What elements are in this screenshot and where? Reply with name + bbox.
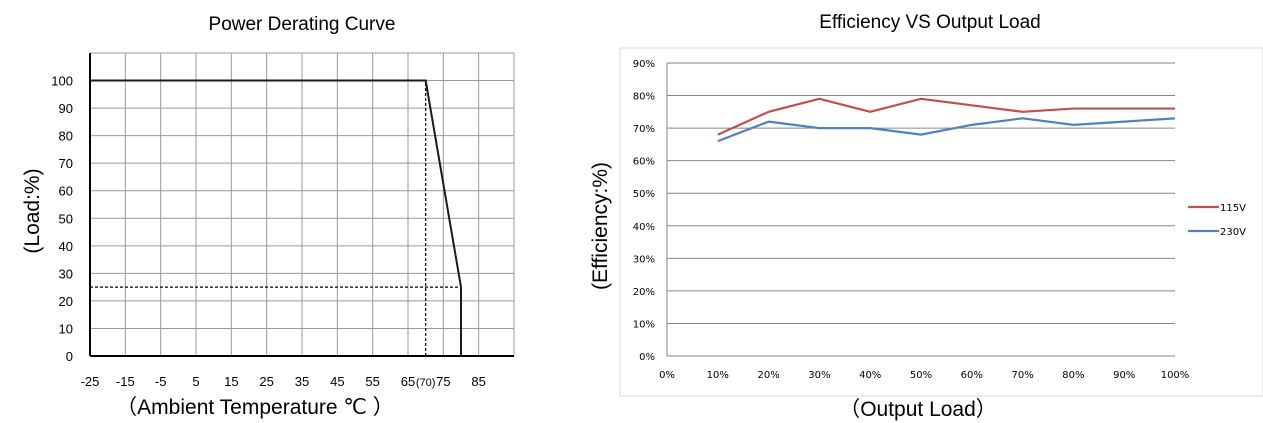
legend-label-115v: 115V: [1220, 203, 1246, 214]
derating-x-tick-label: -15: [116, 374, 135, 389]
derating-chart: Power Derating Curve -25 -15 -5 5 15 25 35 45 55…: [21, 14, 515, 419]
derating-curve: [90, 79, 462, 356]
efficiency-x-tick-label: 0%: [659, 370, 675, 381]
derating-x-tick-label: -5: [155, 374, 167, 389]
efficiency-y-tick-label: 60%: [633, 157, 655, 168]
derating-y-tick-label: 70: [59, 156, 73, 171]
efficiency-y-tick-label: 90%: [633, 59, 655, 70]
derating-x-tick-label: 65: [401, 374, 415, 389]
efficiency-y-tick-label: 50%: [633, 189, 655, 200]
efficiency-series: [717, 97, 1176, 143]
derating-y-tick-label: 100: [51, 74, 73, 89]
efficiency-y-tick-label: 0%: [639, 352, 655, 363]
efficiency-chart: Efficiency VS Output Load 0% 10% 20% 30% 40%…: [589, 12, 1263, 421]
efficiency-x-tick-label: 90%: [1113, 370, 1135, 381]
efficiency-y-tick-label: 70%: [633, 124, 655, 135]
derating-x-tick-label: 45: [330, 374, 344, 389]
efficiency-x-tick-label: 30%: [808, 370, 830, 381]
derating-grid: [89, 52, 515, 356]
efficiency-y-tick-label: 80%: [633, 92, 655, 103]
efficiency-x-tick-label: 100%: [1161, 370, 1190, 381]
derating-y-tick-label: 10: [59, 321, 73, 336]
efficiency-chart-frame: [619, 47, 1263, 397]
efficiency-y-axis-title: (Efficiency:%): [589, 162, 612, 290]
derating-x-tick-label: 75: [436, 374, 450, 389]
efficiency-x-ticks: 0% 10% 20% 30% 40% 50% 60% 70% 80% 90% 100%: [659, 370, 1189, 381]
efficiency-series-line-115v: [717, 97, 1175, 136]
derating-y-ticks: 0 10 20 30 40 50 60 70 80 90 100: [51, 74, 73, 364]
efficiency-x-tick-label: 40%: [859, 370, 881, 381]
derating-axes: [89, 53, 514, 357]
efficiency-legend: 115V 230V: [1188, 203, 1246, 238]
derating-x-tick-label: 25: [259, 374, 273, 389]
efficiency-x-tick-label: 80%: [1062, 370, 1084, 381]
derating-x-tick-label: 15: [224, 374, 238, 389]
derating-x-tick-label: (70): [416, 377, 436, 389]
legend-label-230v: 230V: [1220, 227, 1246, 238]
derating-series: [90, 79, 462, 356]
derating-x-tick-label: 35: [295, 374, 309, 389]
derating-x-ticks: -25 -15 -5 5 15 25 35 45 55 65 (70) 75 85: [81, 374, 486, 389]
efficiency-chart-title: Efficiency VS Output Load: [819, 12, 1040, 33]
derating-y-tick-label: 60: [59, 184, 73, 199]
efficiency-x-axis-title: （Output Load）: [839, 398, 997, 421]
efficiency-y-tick-label: 30%: [633, 254, 655, 265]
derating-y-tick-label: 30: [59, 266, 73, 281]
efficiency-series-line-230v: [717, 117, 1176, 143]
derating-x-tick-label: 85: [471, 374, 485, 389]
derating-x-tick-label: 5: [192, 374, 199, 389]
derating-y-tick-label: 80: [59, 129, 73, 144]
derating-y-tick-label: 40: [59, 239, 73, 254]
efficiency-x-tick-label: 50%: [910, 370, 932, 381]
derating-chart-title: Power Derating Curve: [209, 14, 396, 35]
efficiency-x-tick-label: 20%: [757, 370, 779, 381]
derating-x-tick-label: -25: [81, 374, 100, 389]
efficiency-y-tick-label: 10%: [633, 319, 655, 330]
efficiency-grid: [666, 62, 1175, 357]
derating-reference-lines: [90, 80, 461, 356]
derating-y-tick-label: 20: [59, 294, 73, 309]
derating-y-tick-label: 0: [66, 349, 73, 364]
derating-x-tick-label: 55: [365, 374, 379, 389]
derating-y-axis-title: (Load:%): [21, 168, 44, 253]
derating-y-tick-label: 90: [59, 101, 73, 116]
efficiency-x-tick-label: 70%: [1011, 370, 1033, 381]
efficiency-y-ticks: 0% 10% 20% 30% 40% 50% 60% 70% 80% 90%: [633, 59, 655, 363]
efficiency-y-tick-label: 40%: [633, 222, 655, 233]
efficiency-x-tick-label: 60%: [961, 370, 983, 381]
derating-y-tick-label: 50: [59, 211, 73, 226]
efficiency-y-tick-label: 20%: [633, 287, 655, 298]
efficiency-x-tick-label: 10%: [707, 370, 729, 381]
derating-x-axis-title: （Ambient Temperature ℃ ）: [116, 396, 394, 419]
